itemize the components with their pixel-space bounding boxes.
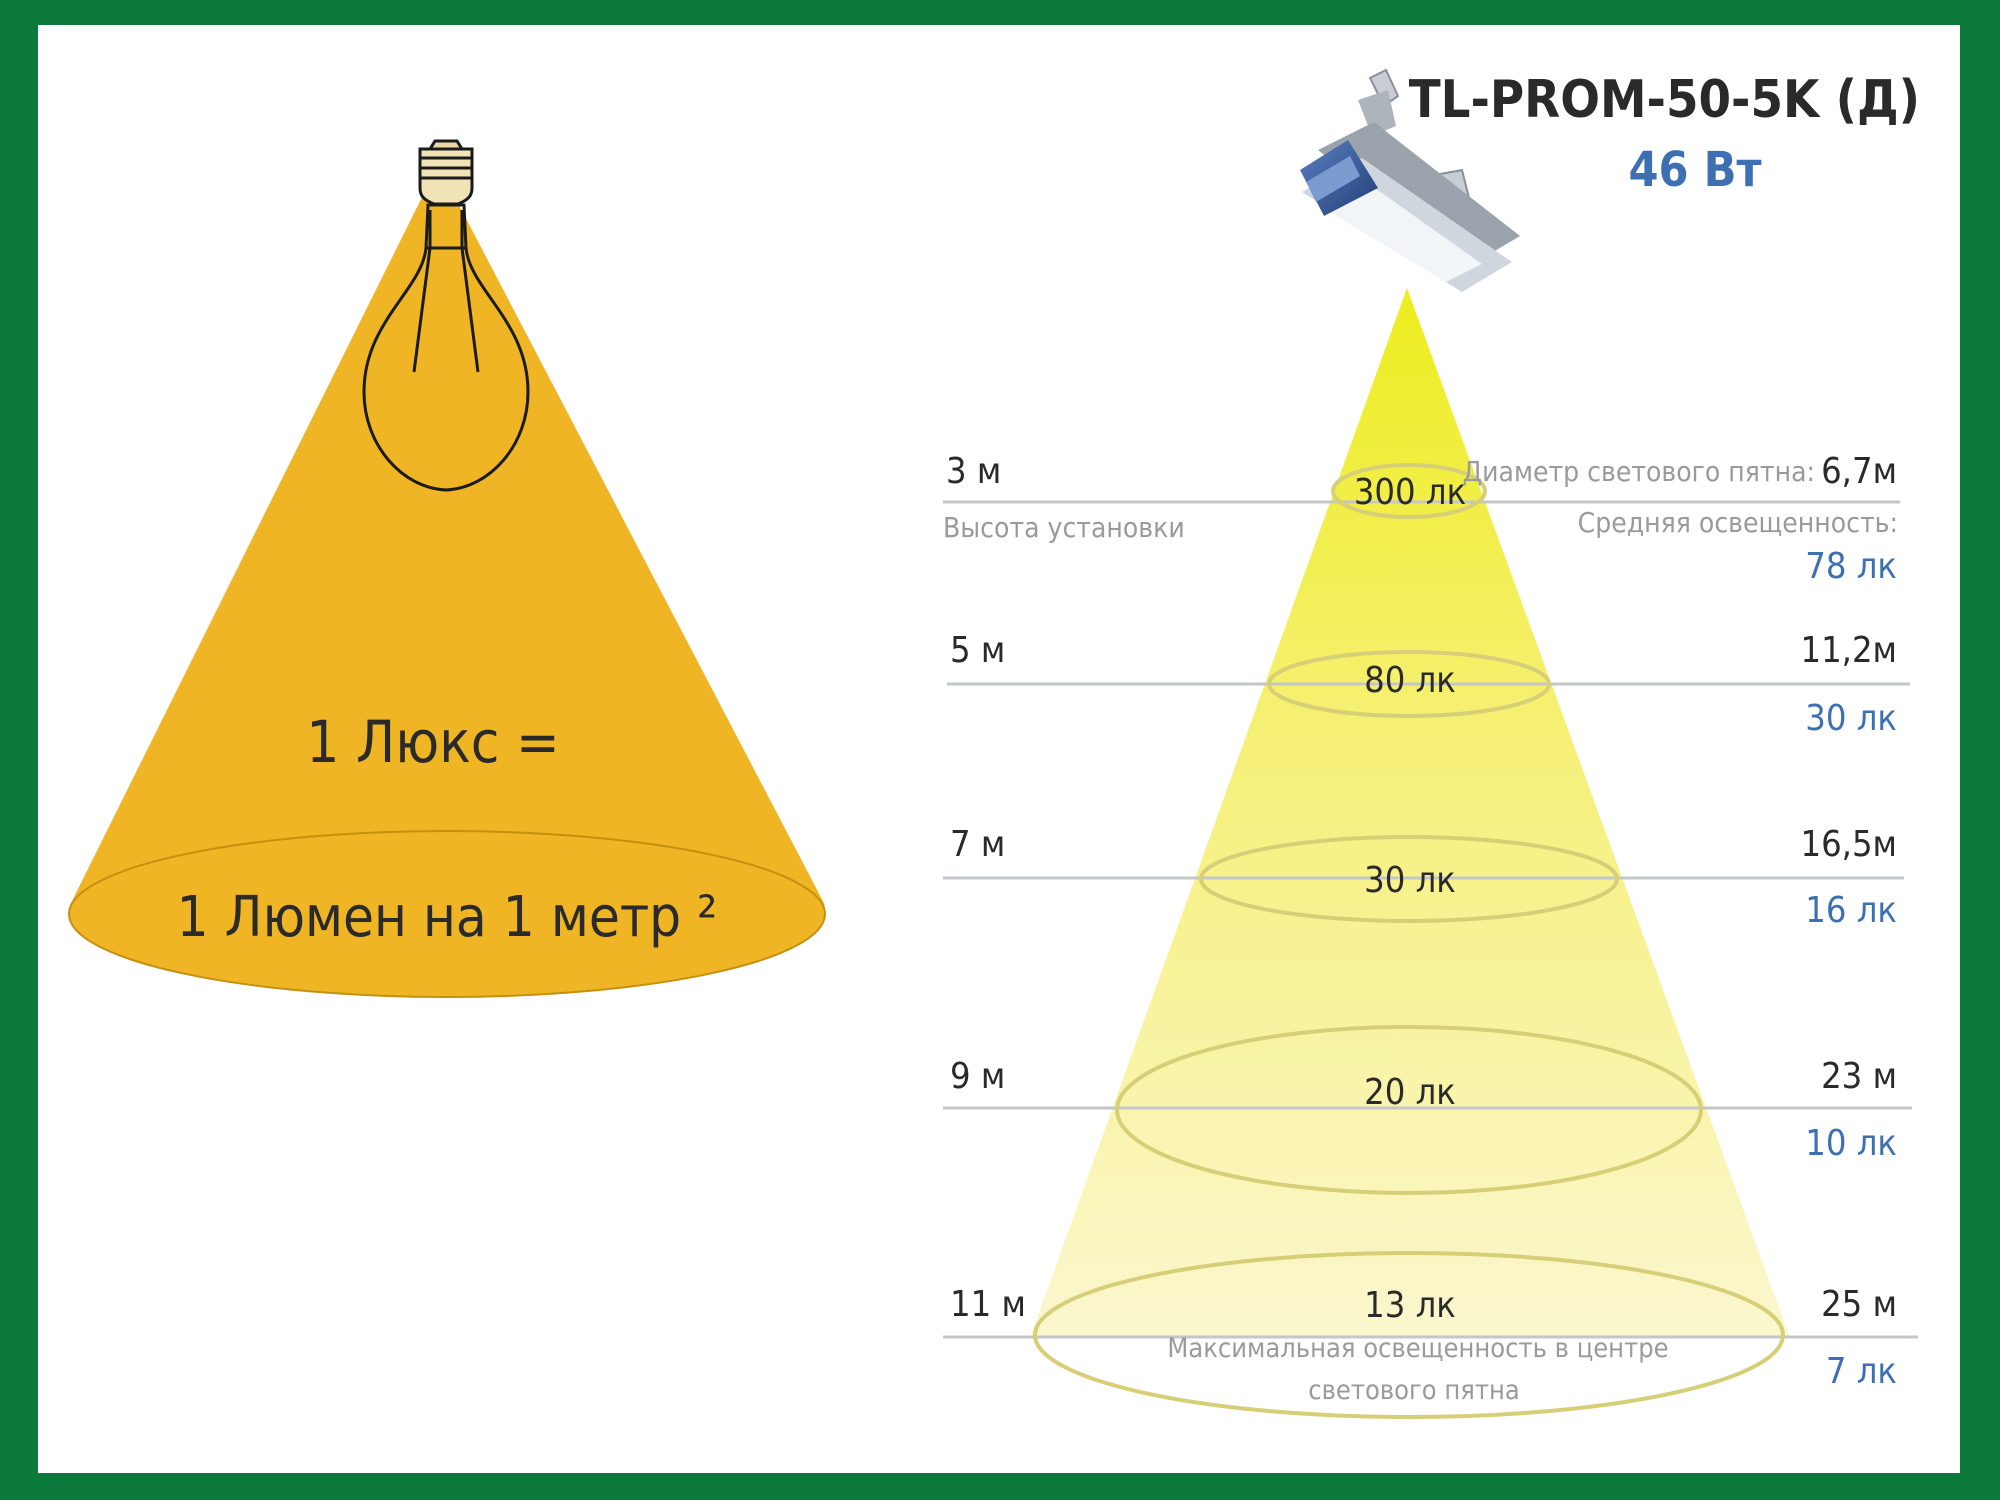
light-spot-11m	[1033, 1251, 1785, 1419]
product-header: TL-PROM-50-5K (Д) 46 Вт	[1409, 70, 1920, 198]
height-value: 7 м	[950, 824, 1005, 865]
level-row: 5 м 80 лк 11,2м 30 лк	[950, 630, 1897, 739]
level-row: 9 м 20 лк 23 м 10 лк	[950, 1056, 1897, 1164]
light-cone	[70, 165, 825, 905]
led-luminaire-icon	[1300, 68, 1520, 292]
center-note-line1: Максимальная освещенность в центре	[1167, 1333, 1668, 1364]
average-illuminance: 30 лк	[1805, 698, 1897, 739]
level-row: 7 м 30 лк 16,5м 16 лк	[950, 824, 1897, 931]
diameter-value: 11,2м	[1800, 630, 1897, 671]
level-row: 3 м 300 лк 6,7м 78 лк	[946, 451, 1897, 587]
light-spot-3m	[1331, 463, 1487, 519]
diameter-value: 23 м	[1821, 1056, 1897, 1097]
level-row: 11 м 13 лк 25 м 7 лк	[950, 1284, 1897, 1392]
level-lines	[943, 500, 1918, 1339]
lux-definition: 1 Люкс = 1 Люмен на 1 метр ²	[68, 139, 826, 998]
height-value: 5 м	[950, 630, 1005, 671]
light-bulb-icon	[362, 139, 530, 492]
center-illuminance: 20 лк	[1364, 1072, 1456, 1113]
light-beam	[1030, 288, 1790, 1338]
light-spot-9m	[1115, 1025, 1703, 1195]
diameter-value: 6,7м	[1821, 451, 1897, 492]
average-illuminance: 7 лк	[1826, 1351, 1897, 1392]
average-illuminance: 16 лк	[1805, 890, 1897, 931]
lux-definition-line2: 1 Люмен на 1 метр ²	[177, 885, 718, 950]
height-value: 3 м	[946, 451, 1001, 492]
average-illuminance: 10 лк	[1805, 1123, 1897, 1164]
lux-definition-line1: 1 Люкс =	[306, 708, 559, 776]
center-note-line2: светового пятна	[1308, 1375, 1520, 1406]
light-spot-5m	[1267, 650, 1551, 718]
average-illuminance: 78 лк	[1805, 546, 1897, 587]
light-spot-7m	[1199, 835, 1619, 923]
height-value: 11 м	[950, 1284, 1026, 1325]
height-value: 9 м	[950, 1056, 1005, 1097]
diameter-value: 25 м	[1821, 1284, 1897, 1325]
center-illuminance: 300 лк	[1354, 472, 1466, 513]
diameter-value: 16,5м	[1800, 824, 1897, 865]
center-illuminance: 13 лк	[1364, 1285, 1456, 1326]
product-power: 46 Вт	[1628, 142, 1761, 198]
illuminated-area-ellipse	[68, 830, 826, 998]
light-spots	[1033, 463, 1785, 1419]
product-name: TL-PROM-50-5K (Д)	[1409, 70, 1920, 130]
center-illuminance: 80 лк	[1364, 660, 1456, 701]
center-illuminance: 30 лк	[1364, 860, 1456, 901]
height-label: Высота установки	[943, 511, 1185, 544]
diameter-label: Диаметр светового пятна:	[1462, 455, 1815, 488]
average-label: Средняя освещенность:	[1578, 506, 1898, 539]
